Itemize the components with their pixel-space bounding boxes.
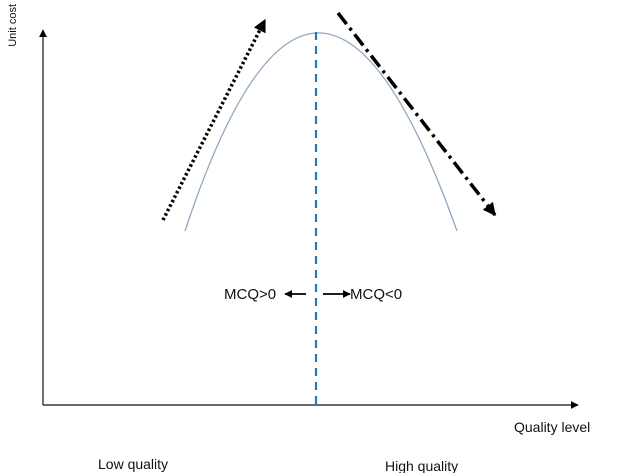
mcq-positive-label: MCQ>0 (224, 286, 276, 303)
mcq-negative-label: MCQ<0 (350, 286, 402, 303)
high-quality-label: High quality (385, 458, 458, 473)
unit-cost-curve (184, 32, 458, 232)
rising-cost-arrow (161, 18, 267, 221)
low-quality-label: Low quality (98, 456, 168, 472)
y-axis-label: Unit cost (7, 4, 19, 47)
falling-cost-arrow (336, 11, 497, 217)
x-axis-label: Quality level (514, 419, 590, 435)
